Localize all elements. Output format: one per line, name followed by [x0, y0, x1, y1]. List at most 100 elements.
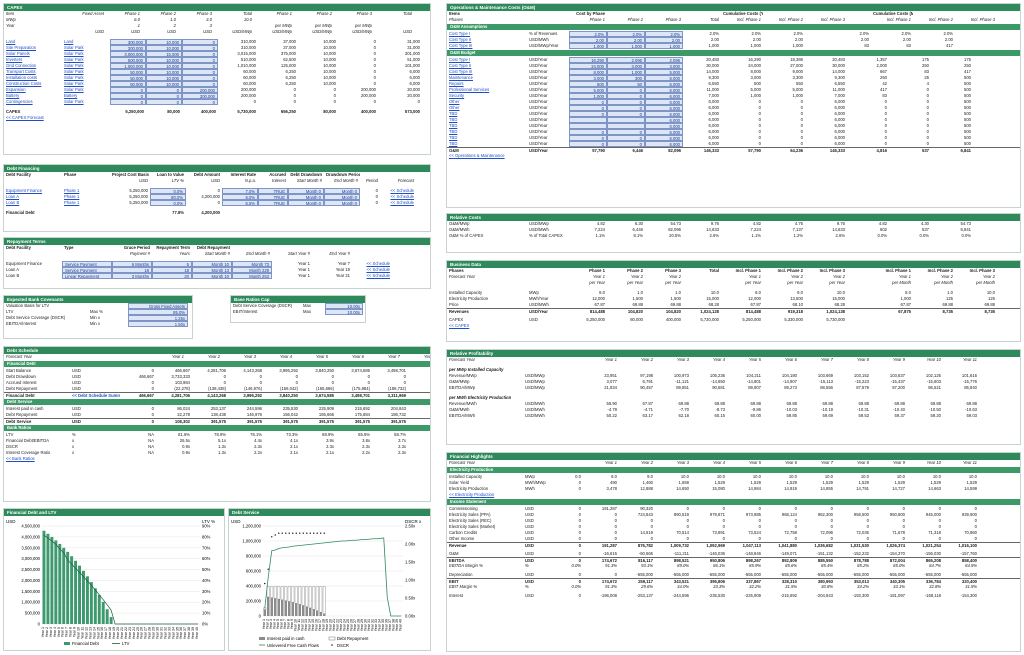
cell[interactable]: 10,000: [146, 69, 182, 75]
cell[interactable]: 1,000: [569, 43, 607, 49]
cell[interactable]: << Schedule: [366, 267, 390, 272]
cell[interactable]: 0: [182, 45, 218, 51]
cell[interactable]: << Schedule: [390, 188, 414, 193]
cell[interactable]: TRUE: [258, 188, 288, 194]
cell[interactable]: 2,096: [645, 57, 683, 63]
cell[interactable]: 6,000: [645, 93, 683, 99]
cell[interactable]: 10,000: [146, 81, 182, 87]
cell[interactable]: 5,000: [569, 87, 607, 93]
cell[interactable]: 0: [182, 99, 218, 105]
cell[interactable]: 6,000: [645, 117, 683, 123]
cell[interactable]: 6,000: [645, 123, 683, 129]
cell[interactable]: 0: [182, 51, 218, 57]
cell[interactable]: Service Payment: [62, 267, 112, 273]
cell[interactable]: 6,000: [645, 141, 683, 147]
cell[interactable]: 6,000: [645, 105, 683, 111]
cell[interactable]: 0: [569, 141, 607, 147]
cell[interactable]: 300,000: [110, 39, 146, 45]
cell[interactable]: 1.25x: [128, 315, 188, 321]
cell[interactable]: 3,000: [607, 63, 645, 69]
cell[interactable]: 500: [569, 81, 607, 87]
cell[interactable]: 0: [569, 99, 607, 105]
cell[interactable]: 0: [607, 87, 645, 93]
cell[interactable]: 200,000: [182, 87, 218, 93]
cell[interactable]: 6,000: [645, 75, 683, 81]
cell[interactable]: Month 0: [324, 188, 360, 194]
cell[interactable]: 0: [607, 105, 645, 111]
cell[interactable]: 50,000: [110, 81, 146, 87]
cell[interactable]: 0: [182, 81, 218, 87]
cell[interactable]: 6,000: [645, 129, 683, 135]
cell[interactable]: 3,000: [645, 63, 683, 69]
cell[interactable]: 10,000: [146, 75, 182, 81]
cell[interactable]: Month 0: [324, 194, 360, 200]
cell[interactable]: 0: [110, 87, 146, 93]
cell[interactable]: Month 0: [288, 188, 324, 194]
cell[interactable]: 50,000: [110, 75, 146, 81]
cell[interactable]: 0: [607, 129, 645, 135]
cell[interactable]: 6,000: [645, 81, 683, 87]
cell[interactable]: 10.00x: [325, 309, 363, 315]
cell[interactable]: 1,000: [569, 93, 607, 99]
cell[interactable]: 10,000: [146, 57, 182, 63]
cell[interactable]: 85.0%: [128, 309, 188, 315]
cell[interactable]: << Debt Schedule Summary: [72, 393, 120, 398]
cell[interactable]: Month 10: [192, 261, 232, 267]
cell[interactable]: 6.0%: [222, 194, 258, 200]
cell[interactable]: 18: [112, 267, 152, 273]
cell[interactable]: Month 253: [232, 273, 272, 279]
cell[interactable]: 6,000: [645, 135, 683, 141]
cell[interactable]: 8,000: [569, 69, 607, 75]
nav-link[interactable]: << CAPEX Forecast: [6, 115, 44, 120]
cell[interactable]: << Schedule: [390, 200, 414, 205]
cell[interactable]: 10,000: [146, 39, 182, 45]
cell[interactable]: 0: [146, 99, 182, 105]
cell[interactable]: 0: [182, 39, 218, 45]
cell[interactable]: 2.0%: [645, 31, 683, 37]
cell[interactable]: Month 229: [232, 267, 272, 273]
cell[interactable]: 5,000: [645, 69, 683, 75]
cell[interactable]: 24,000: [569, 63, 607, 69]
cell[interactable]: Month 10: [192, 273, 232, 279]
cell[interactable]: 500,000: [110, 57, 146, 63]
cell[interactable]: 0.0%: [150, 188, 186, 194]
cell[interactable]: 0: [182, 63, 218, 69]
cell[interactable]: 0: [110, 93, 146, 99]
cell[interactable]: 50: [607, 81, 645, 87]
cell[interactable]: [607, 117, 645, 123]
cell[interactable]: 10.00x: [325, 303, 363, 309]
cell[interactable]: 50,000: [110, 69, 146, 75]
cell[interactable]: 0: [607, 111, 645, 117]
cell[interactable]: 0: [182, 57, 218, 63]
cell[interactable]: 0.0%: [150, 200, 186, 206]
cell[interactable]: 6,000: [645, 99, 683, 105]
cell[interactable]: << Schedule: [366, 273, 390, 278]
cell[interactable]: 6,000: [645, 111, 683, 117]
cell[interactable]: 0: [146, 93, 182, 99]
cell[interactable]: 16,290: [569, 57, 607, 63]
cell[interactable]: 6 Months: [112, 261, 152, 267]
cell[interactable]: 0: [569, 111, 607, 117]
cell[interactable]: 1.50x: [128, 321, 188, 327]
cell[interactable]: Linear Repayment: [62, 273, 112, 279]
cell[interactable]: 200,000: [182, 93, 218, 99]
cell[interactable]: 0: [182, 69, 218, 75]
cell[interactable]: 10,000: [146, 45, 182, 51]
cell[interactable]: [607, 123, 645, 129]
cell[interactable]: Month 73: [232, 261, 272, 267]
cell[interactable]: Month 0: [324, 200, 360, 206]
cell[interactable]: 2,096: [607, 57, 645, 63]
cell[interactable]: TRUE: [258, 200, 288, 206]
nav-link[interactable]: << Operations & Maintenance: [449, 153, 505, 158]
cell[interactable]: 0: [110, 99, 146, 105]
nav-link[interactable]: << CAPEX: [449, 323, 470, 328]
cell[interactable]: << Schedule: [390, 194, 414, 199]
cell[interactable]: 2.00: [645, 37, 683, 43]
cell[interactable]: 7.0%: [222, 188, 258, 194]
cell[interactable]: 1,000: [645, 43, 683, 49]
cell[interactable]: 300,000: [110, 45, 146, 51]
nav-link[interactable]: << Electricity Production: [449, 492, 495, 497]
cell[interactable]: 300: [607, 75, 645, 81]
cell[interactable]: 0: [607, 99, 645, 105]
cell[interactable]: 1,000: [607, 43, 645, 49]
